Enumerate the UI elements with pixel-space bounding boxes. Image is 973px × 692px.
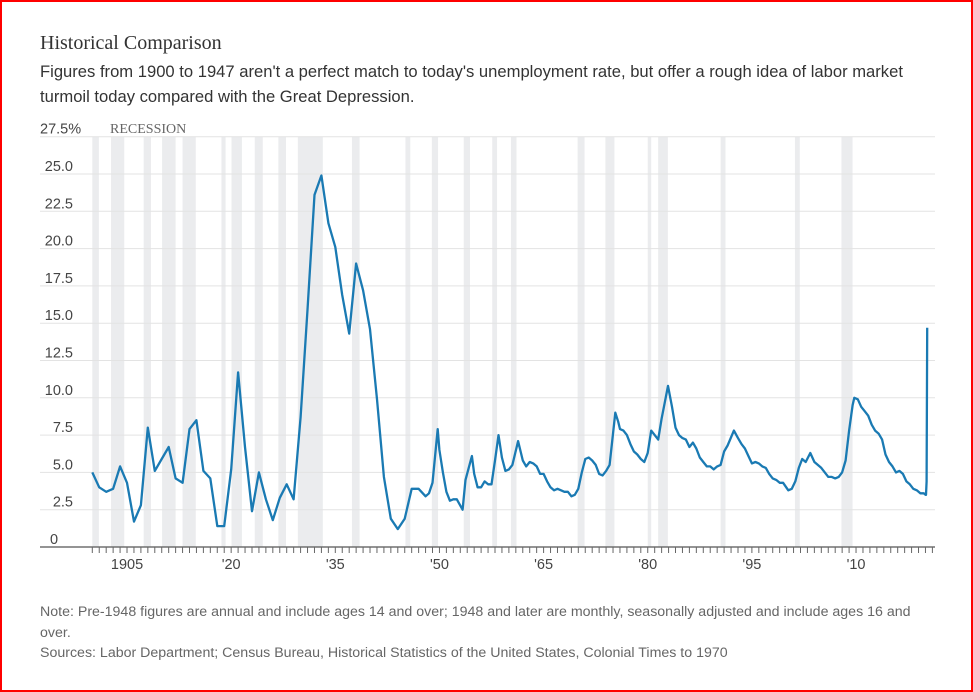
y-axis-labels: 0 2.5 5.0 7.5 10.0 12.5 15.0 17.5 20.0 22.5 25.0 27… bbox=[40, 122, 81, 548]
recession-band bbox=[492, 136, 498, 547]
y-tick-label: 17.5 bbox=[45, 271, 73, 287]
recession-band bbox=[841, 136, 853, 547]
recession-band bbox=[794, 136, 800, 547]
recession-band bbox=[182, 136, 196, 547]
sources-text: Sources: Labor Department; Census Bureau… bbox=[40, 645, 728, 661]
x-tick-label: '65 bbox=[534, 557, 553, 573]
recession-band bbox=[297, 136, 323, 547]
x-tick-label: '95 bbox=[742, 557, 761, 573]
recession-band bbox=[510, 136, 517, 547]
recession-band bbox=[463, 136, 470, 547]
y-tick-label: 10.0 bbox=[45, 383, 73, 399]
recession-band bbox=[577, 136, 585, 547]
chart-notes: Note: Pre-1948 figures are annual and in… bbox=[40, 602, 940, 664]
y-tick-label: 0 bbox=[50, 532, 58, 548]
recession-band bbox=[254, 136, 263, 547]
y-tick-label: 7.5 bbox=[53, 420, 73, 436]
y-tick-label: 22.5 bbox=[45, 196, 73, 212]
x-tick-label: 1905 bbox=[111, 557, 143, 573]
x-axis: 1905 '20 '35 '50 '65 '80 '95 '10 bbox=[40, 546, 935, 573]
recession-band bbox=[351, 136, 360, 547]
recession-band bbox=[162, 136, 176, 547]
y-tick-label: 25.0 bbox=[45, 159, 73, 175]
y-tick-label: 15.0 bbox=[45, 308, 73, 324]
x-tick-label: '20 bbox=[222, 557, 241, 573]
recession-band bbox=[221, 136, 226, 547]
recession-band bbox=[405, 136, 411, 547]
chart-title: Historical Comparison bbox=[40, 32, 222, 54]
recession-band bbox=[658, 136, 668, 547]
recession-band bbox=[143, 136, 151, 547]
x-tick-label: '10 bbox=[847, 557, 866, 573]
y-tick-label: 27.5% bbox=[40, 122, 81, 138]
recession-band bbox=[231, 136, 242, 547]
note-text: Note: Pre-1948 figures are annual and in… bbox=[40, 604, 911, 641]
recession-band bbox=[111, 136, 125, 547]
recession-band bbox=[647, 136, 652, 547]
y-tick-label: 5.0 bbox=[53, 457, 73, 473]
x-tick-label: '80 bbox=[638, 557, 657, 573]
recession-bands bbox=[92, 136, 853, 547]
y-tick-label: 12.5 bbox=[45, 346, 73, 362]
gridlines bbox=[40, 136, 935, 511]
recession-band bbox=[720, 136, 726, 547]
recession-band bbox=[92, 136, 99, 547]
x-tick-label: '35 bbox=[326, 557, 345, 573]
y-tick-label: 20.0 bbox=[45, 234, 73, 250]
recession-legend-label: RECESSION bbox=[110, 122, 186, 137]
recession-band bbox=[431, 136, 439, 547]
x-tick-label: '50 bbox=[430, 557, 449, 573]
recession-band bbox=[278, 136, 287, 547]
recession-band bbox=[605, 136, 615, 547]
unemployment-rate-line bbox=[91, 174, 929, 531]
y-tick-label: 2.5 bbox=[53, 495, 73, 511]
chart-subtitle: Figures from 1900 to 1947 aren't a perfe… bbox=[40, 62, 903, 106]
